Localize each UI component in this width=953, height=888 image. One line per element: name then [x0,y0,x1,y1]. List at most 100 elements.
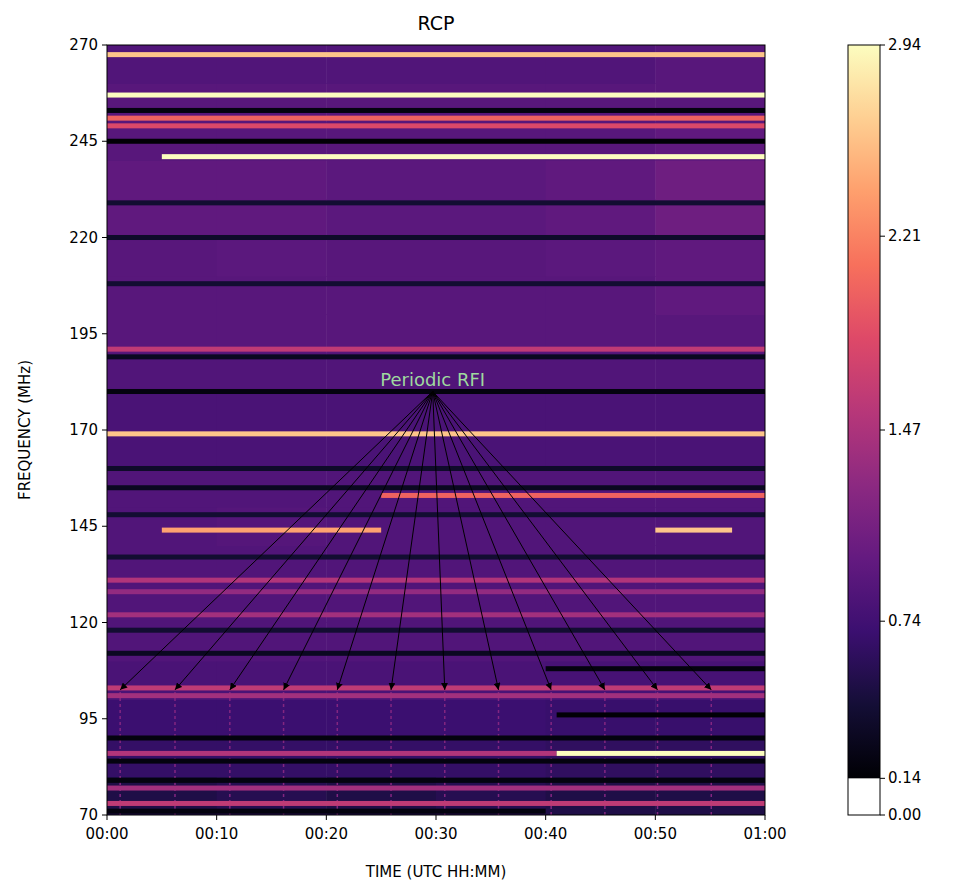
heatmap-cell [326,45,436,84]
rfi-line [107,389,765,394]
y-tick [102,141,107,142]
heatmap-cell [107,392,217,431]
y-tick-label: 220 [69,229,98,247]
rfi-line [107,108,765,113]
x-tick-label: 00:00 [85,825,128,843]
heatmap-cell [217,238,327,277]
x-tick [655,815,656,820]
rfi-line [107,693,765,698]
rfi-line [107,200,765,205]
y-tick-label: 95 [79,710,98,728]
rfi-line [107,555,765,560]
y-tick [102,237,107,238]
x-tick-label: 00:50 [634,825,677,843]
y-tick-label: 170 [69,421,98,439]
annotation-arrow [433,392,499,690]
y-tick-label: 120 [69,614,98,632]
heatmap-cell [655,45,765,84]
heatmap-cell [326,738,436,777]
colorbar-frame [848,45,880,815]
heatmap-cell [436,161,546,200]
colorbar-tick-label: 0.14 [888,769,921,787]
x-tick [765,815,766,820]
rfi-line [107,801,765,806]
rfi-line [162,528,381,533]
rfi-line [107,431,765,436]
plot-area [107,45,765,815]
heatmap-cell [107,45,217,84]
rfi-line [107,235,765,240]
heatmap-cell [436,700,546,739]
rfi-line [107,52,765,57]
heatmap-cell [655,161,765,200]
annotation-arrow [391,392,433,690]
rfi-line [107,354,765,359]
title: RCP [418,12,455,34]
rfi-line [557,712,765,717]
colorbar-under [848,778,880,815]
annotation-arrow [433,392,658,690]
colorbar-tick [880,45,885,46]
colorbar-tick-label: 2.21 [888,227,921,245]
rfi-line [107,759,765,764]
annotation-arrow [284,392,433,690]
annotation-arrow [433,392,551,690]
x-tick-label: 01:00 [743,825,786,843]
colorbar-tick-label: 0.74 [888,612,921,630]
y-tick [102,622,107,623]
y-tick [102,430,107,431]
rfi-line [107,123,765,128]
colorbar-tick [880,815,885,816]
colorbar-tick-label: 1.47 [888,421,921,439]
heatmap-cell [655,392,765,431]
annotation-arrow [175,392,433,690]
plot-frame [107,45,765,815]
heatmap-cell [326,238,436,277]
rfi-line [107,512,765,517]
x-tick-label: 00:30 [414,825,457,843]
x-axis-title: TIME (UTC HH:MM) [365,863,506,881]
heatmap-cell [436,392,546,431]
x-tick [436,815,437,820]
rfi-line [107,116,765,121]
rfi-line [107,628,765,633]
rfi-line [107,735,765,740]
heatmap-cell [436,738,546,777]
annotation-arrow [433,392,605,690]
rfi-line [162,154,765,159]
heatmap-cell [107,738,217,777]
rfi-line [546,666,765,671]
colorbar-scale [848,45,880,778]
heatmap-cell [107,238,217,277]
heatmap-cell [217,45,327,84]
heatmap-cell [546,392,656,431]
y-tick [102,815,107,816]
y-tick [102,526,107,527]
rfi-line [107,778,765,783]
x-tick [107,815,108,820]
heatmap-cell [107,700,217,739]
heatmap-cell [436,238,546,277]
heatmap-cell [546,738,656,777]
y-tick-label: 145 [69,517,98,535]
x-tick [326,815,327,820]
y-axis-title: FREQUENCY (MHz) [16,360,34,500]
annotation-arrow [337,392,432,690]
rfi-line [107,589,765,594]
colorbar-tick [880,621,885,622]
rfi-line [107,485,765,490]
heatmap-cell [546,161,656,200]
y-tick [102,45,107,46]
y-tick-label: 245 [69,132,98,150]
rfi-line [655,528,732,533]
rfi-line [107,751,557,756]
colorbar-tick [880,430,885,431]
y-tick-label: 70 [79,806,98,824]
rfi-line [107,139,765,144]
rfi-line [107,578,765,583]
heatmap-cell [217,738,327,777]
y-tick [102,718,107,719]
heatmap-cell [326,700,436,739]
rfi-line [107,281,765,286]
y-tick-label: 195 [69,325,98,343]
